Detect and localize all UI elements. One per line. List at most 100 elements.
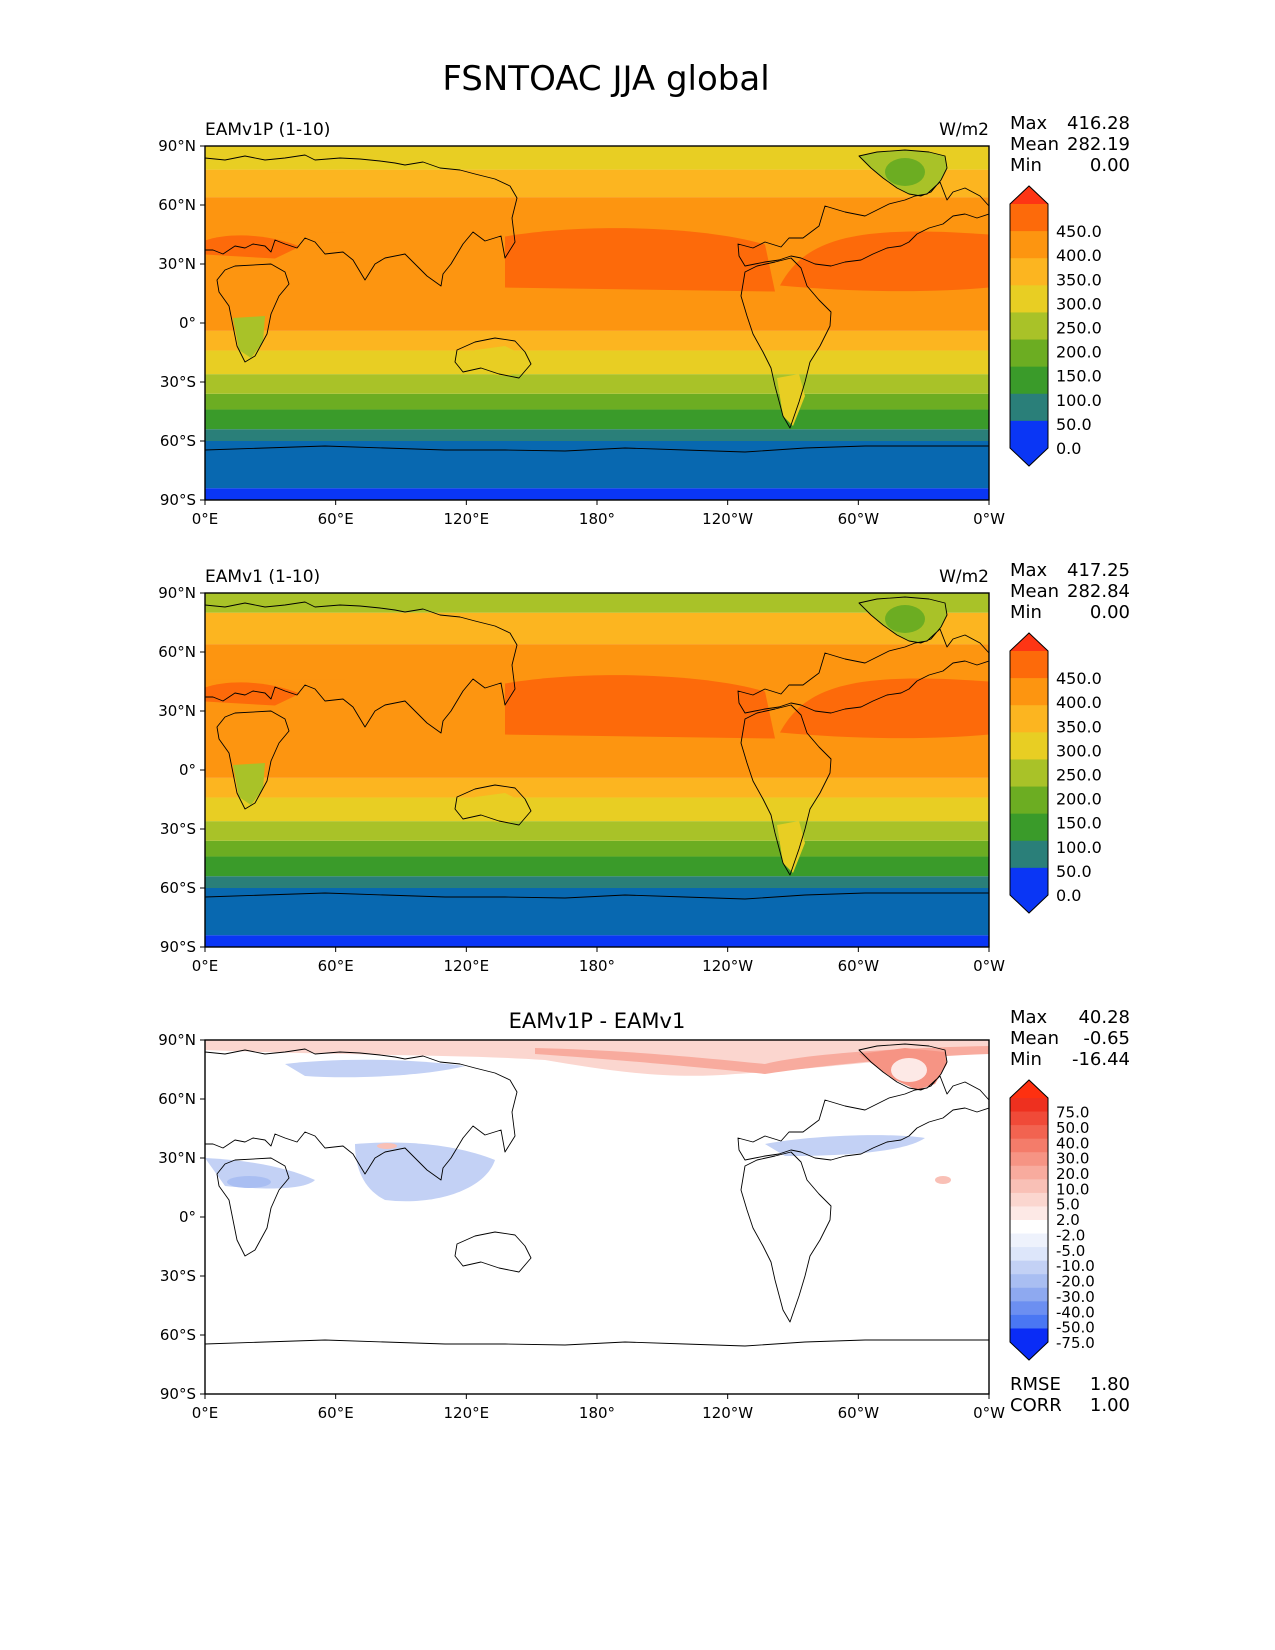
stat-value: 416.28 [1067, 113, 1130, 134]
colorbar-tick-label: 50.0 [1056, 415, 1092, 434]
anomaly-siberia-negative [285, 1059, 465, 1078]
anomaly-asia-negative [355, 1142, 495, 1202]
lat-tick-label: 30°S [160, 820, 196, 838]
contour-band [205, 612, 989, 645]
lat-tick-label: 90°N [158, 584, 196, 602]
colorbar-extend-bottom [1010, 420, 1048, 466]
colorbar-segment [1010, 840, 1048, 869]
stat-label: Min [1010, 1049, 1042, 1070]
map-field [205, 593, 989, 947]
colorbar-segment [1010, 339, 1048, 368]
colorbar-tick-label: 250.0 [1056, 319, 1102, 338]
lon-tick-label: 180° [579, 1404, 615, 1422]
colorbar-tick-label: -10.0 [1056, 1257, 1095, 1275]
contour-peak-mediterranean [205, 682, 300, 706]
africa-south-field [233, 763, 265, 805]
colorbar-extend-bottom [1010, 1328, 1048, 1360]
lon-tick-label: 120°E [444, 1404, 490, 1422]
lat-tick-label: 90°N [158, 1031, 196, 1049]
contour-band [205, 330, 989, 351]
colorbar-segment [1010, 204, 1048, 232]
corr-label: CORR [1010, 1395, 1062, 1416]
anomaly-greenland-core [891, 1058, 927, 1082]
lat-tick-label: 60°N [158, 643, 196, 661]
colorbar-segment [1010, 678, 1048, 706]
map-field [205, 1040, 989, 1394]
colorbar-tick-label: 450.0 [1056, 222, 1102, 241]
colorbar-tick-label: 200.0 [1056, 343, 1102, 362]
colorbar-outline [1009, 1079, 1049, 1361]
map-panel-2: 0°E 60°E 120°E 180° 120°W 60°W 0°W 90°N 60°N 30°N… [158, 560, 1130, 975]
australia-field [455, 346, 529, 376]
stat-value: -0.65 [1083, 1028, 1130, 1049]
contour-band [205, 821, 989, 841]
contour-band [205, 935, 989, 947]
stat-label: Min [1010, 155, 1042, 176]
lon-tick-label: 60°E [318, 957, 354, 975]
contour-band [205, 393, 989, 410]
figure-title: FSNTOAC JJA global [442, 59, 769, 99]
colorbar-tick-label: 300.0 [1056, 741, 1102, 760]
lon-tick-label: 180° [579, 957, 615, 975]
contour-peak-pacific [505, 675, 775, 739]
corr-value: 1.00 [1090, 1395, 1130, 1416]
colorbar-segment [1010, 1220, 1048, 1235]
lat-tick-label: 0° [179, 314, 196, 332]
contour-band [205, 876, 989, 888]
contour-band [205, 441, 989, 489]
colorbar-segment [1010, 651, 1048, 679]
map-panel-1: 0°E 60°E 120°E 180° 120°W 60°W 0°W 90°N 60°N 30°N… [158, 113, 1130, 528]
colorbar: 75.050.040.030.020.010.05.02.0-2.0-5.0-1… [1009, 1079, 1095, 1361]
colorbar-tick-label: 50.0 [1056, 862, 1092, 881]
lon-tick-label: 60°E [318, 510, 354, 528]
colorbar-segment [1010, 732, 1048, 760]
lat-tick-label: 0° [179, 1208, 196, 1226]
panel-title: EAMv1P - EAMv1 [509, 1009, 686, 1033]
colorbar-tick-label: 10.0 [1056, 1180, 1089, 1198]
contour-band [205, 429, 989, 441]
contour-band [205, 593, 989, 613]
colorbar-segment [1010, 705, 1048, 733]
lat-tick-label: 30°S [160, 373, 196, 391]
contour-peak-mediterranean [205, 235, 300, 259]
lon-tick-label: 60°W [838, 1404, 880, 1422]
stat-value: 0.00 [1090, 155, 1130, 176]
colorbar-tick-label: 0.0 [1056, 439, 1081, 458]
lon-tick-label: 0°E [192, 957, 219, 975]
anomaly-atlantic-negative [765, 1135, 925, 1156]
colorbar-outline [1009, 185, 1049, 467]
lat-tick-label: 60°S [160, 879, 196, 897]
contour-band [205, 888, 989, 936]
colorbar-tick-label: -5.0 [1056, 1242, 1085, 1260]
stat-value: 40.28 [1078, 1007, 1130, 1028]
colorbar-segment [1010, 1192, 1048, 1207]
contour-band [205, 840, 989, 857]
lat-tick-label: 90°S [160, 1385, 196, 1403]
colorbar-segment [1010, 759, 1048, 788]
panel-title: EAMv1 (1-10) [205, 567, 320, 587]
stat-value: -16.44 [1072, 1049, 1130, 1070]
stat-label: Max [1010, 560, 1048, 581]
colorbar-tick-label: 75.0 [1056, 1104, 1089, 1122]
colorbar-segment [1010, 786, 1048, 815]
colorbar-extend-bottom [1010, 867, 1048, 913]
colorbar-tick-label: 5.0 [1056, 1196, 1080, 1214]
lat-tick-label: 30°S [160, 1267, 196, 1285]
colorbar-tick-label: -30.0 [1056, 1288, 1095, 1306]
colorbar-segment [1010, 1260, 1048, 1275]
colorbar-segment [1010, 393, 1048, 422]
stat-label: Mean [1010, 134, 1059, 155]
map-area [204, 1039, 990, 1395]
contour-band [205, 856, 989, 877]
map-area [204, 592, 990, 948]
colorbar: 450.0 400.0 350.0 300.0 250.0 200.0 150.0 100.0… [1009, 632, 1102, 914]
colorbar-tick-label: 50.0 [1056, 1119, 1089, 1137]
map-area [204, 145, 990, 501]
colorbar-tick-label: 350.0 [1056, 717, 1102, 736]
colorbar-tick-label: 100.0 [1056, 838, 1102, 857]
lon-tick-label: 0°W [973, 1404, 1005, 1422]
colorbar-tick-label: 300.0 [1056, 294, 1102, 313]
australia-field [455, 793, 529, 823]
contour-band [205, 350, 989, 375]
